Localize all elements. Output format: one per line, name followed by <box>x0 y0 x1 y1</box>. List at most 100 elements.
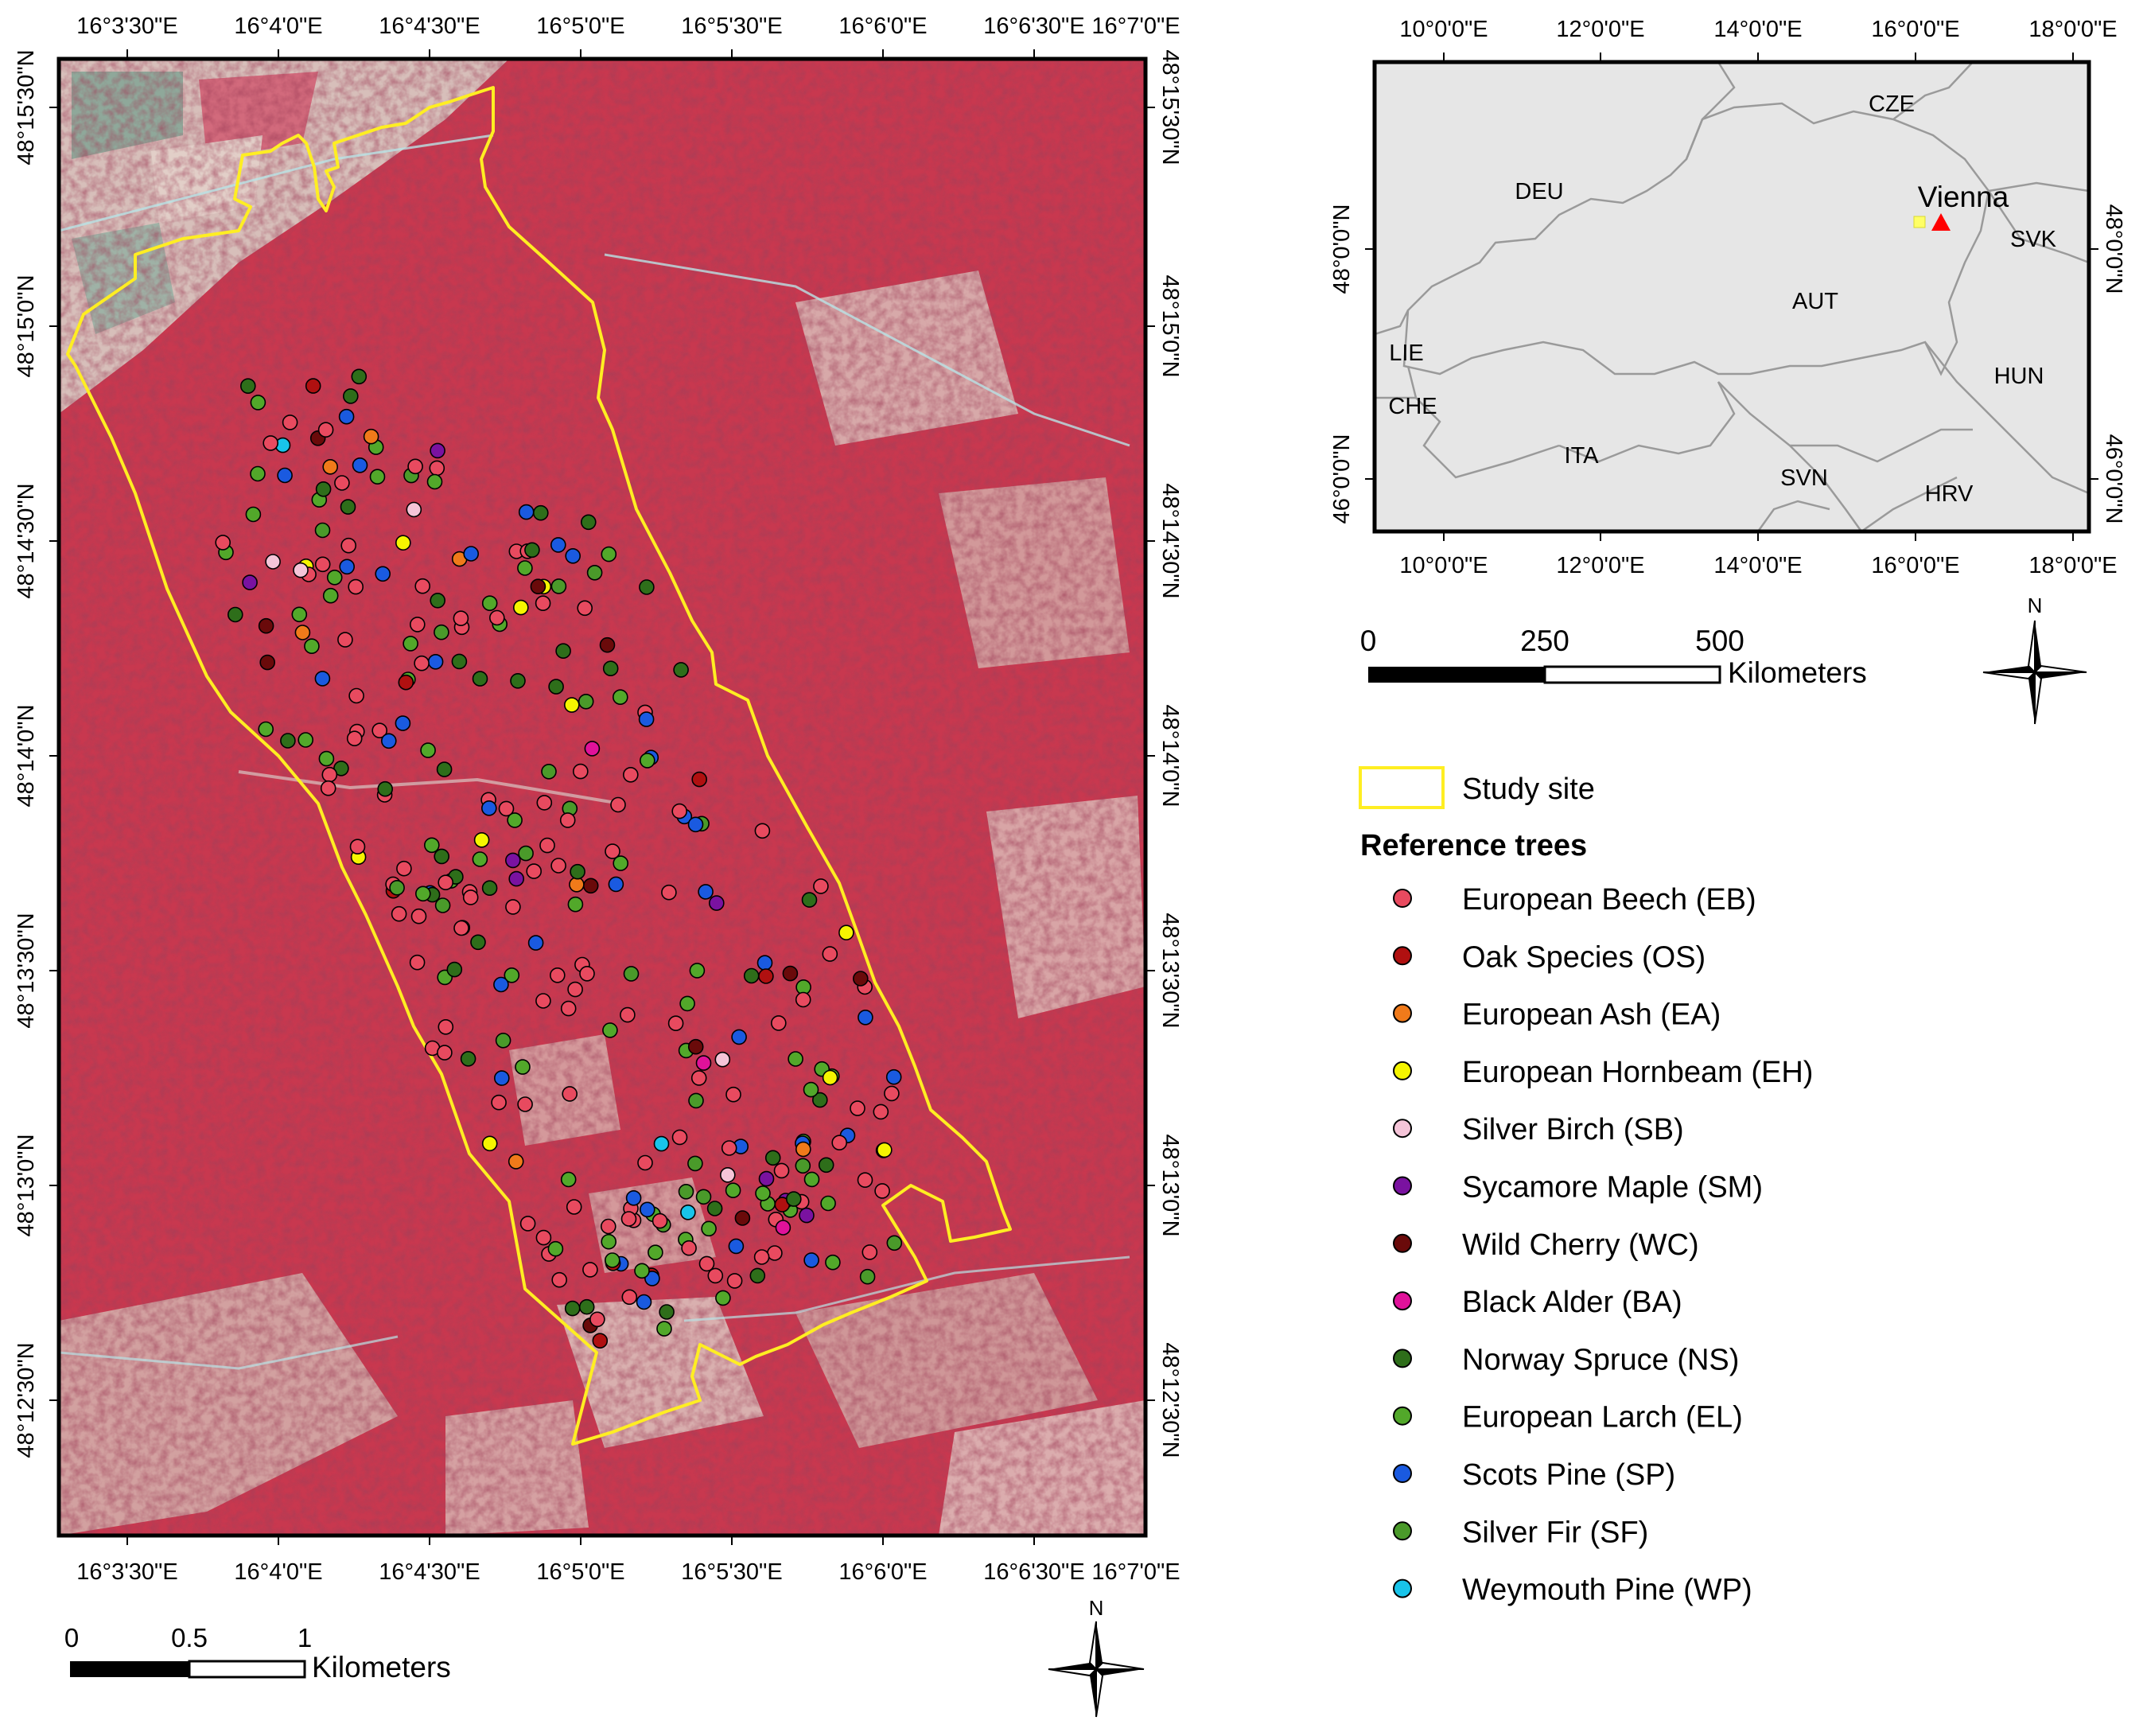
reference-tree-point <box>493 1070 510 1086</box>
inset-lat-label-left: 48°0'0"N <box>1329 204 1355 294</box>
legend-swatch <box>1393 1464 1412 1483</box>
reference-tree-point <box>659 1304 675 1320</box>
lat-label-left: 48°15'0"N <box>14 274 39 377</box>
reference-tree-point <box>321 766 338 783</box>
reference-tree-point <box>695 1055 712 1071</box>
reference-tree-point <box>472 671 488 687</box>
reference-tree-point <box>582 1262 598 1278</box>
legend-label: European Beech (EB) <box>1462 883 1756 917</box>
reference-tree-point <box>625 1190 642 1206</box>
reference-tree-point <box>508 1154 524 1170</box>
reference-tree-point <box>227 606 243 623</box>
reference-tree-point <box>507 812 523 828</box>
reference-tree-point <box>539 837 555 854</box>
reference-tree-point <box>838 924 854 940</box>
inset-lat-label-right: 46°0'0"N <box>2101 434 2126 524</box>
inset-map: CZE DEU SVK AUT LIE CHE HUN ITA SVN HRV … <box>1329 17 2126 725</box>
reference-tree-point <box>510 672 526 689</box>
reference-tree-point <box>463 546 480 562</box>
reference-tree-point <box>548 679 564 695</box>
reference-tree-point <box>690 1070 707 1086</box>
country-label: HUN <box>1994 364 2044 389</box>
reference-tree-point <box>731 1029 747 1045</box>
reference-tree-point <box>698 884 714 900</box>
lat-label-left: 48°15'30"N <box>14 49 39 165</box>
reference-tree-point <box>250 465 266 482</box>
reference-tree-point <box>608 876 624 893</box>
reference-tree-point <box>438 1019 454 1035</box>
lon-label-top: 16°6'0"E <box>838 14 927 39</box>
reference-tree-point <box>395 535 411 551</box>
inset-scale-bar: 0 250 500 Kilometers <box>1360 625 1867 689</box>
reference-tree-point <box>541 763 557 780</box>
main-map-top-axis: 16°3'30"E 16°4'0"E 16°4'30"E 16°5'0"E 16… <box>76 14 1180 59</box>
reference-tree-point <box>320 780 336 796</box>
reference-tree-point <box>530 578 546 595</box>
legend-swatch <box>1393 1061 1412 1080</box>
reference-tree-point <box>304 638 320 655</box>
reference-tree-point <box>453 920 469 936</box>
lon-label-top: 16°4'0"E <box>234 14 322 39</box>
reference-tree-point <box>637 1154 653 1171</box>
reference-tree-point <box>648 1244 663 1260</box>
reference-tree-point <box>515 1059 531 1075</box>
reference-tree-point <box>258 617 274 634</box>
reference-tree-point <box>754 823 771 839</box>
reference-tree-point <box>322 458 339 475</box>
reference-tree-point <box>661 884 677 901</box>
reference-tree-point <box>277 467 293 484</box>
reference-tree-point <box>584 741 601 757</box>
legend-swatch <box>1393 1291 1412 1311</box>
scale-tick-label: 250 <box>1520 625 1569 657</box>
country-label: CHE <box>1388 394 1437 419</box>
scale-tick-label: 500 <box>1695 625 1744 657</box>
lat-label-left: 48°13'30"N <box>14 913 39 1028</box>
reference-tree-point <box>566 1199 582 1215</box>
reference-tree-point <box>564 1300 581 1317</box>
inset-bottom-axis: 10°0'0"E 12°0'0"E 14°0'0"E 16°0'0"E 18°0… <box>1399 531 2118 578</box>
legend-label: European Larch (EL) <box>1462 1401 1743 1434</box>
reference-tree-point <box>498 800 515 817</box>
inset-lat-label-left: 46°0'0"N <box>1329 434 1355 524</box>
reference-tree-point <box>714 1051 731 1068</box>
reference-tree-point <box>547 1240 564 1257</box>
reference-tree-point <box>291 606 308 623</box>
reference-tree-point <box>560 1000 577 1017</box>
reference-tree-point <box>858 1010 873 1026</box>
reference-tree-point <box>371 722 388 739</box>
lon-label-bottom: 16°6'30"E <box>983 1559 1084 1585</box>
reference-tree-point <box>803 1171 820 1188</box>
reference-tree-point <box>803 1252 819 1268</box>
lat-label-right: 48°15'0"N <box>1157 274 1183 377</box>
reference-tree-point <box>351 368 368 385</box>
reference-tree-point <box>799 1207 815 1224</box>
inset-lon-label-bottom: 16°0'0"E <box>1871 553 1959 578</box>
reference-tree-point <box>437 1045 453 1061</box>
inset-lon-label-bottom: 10°0'0"E <box>1399 553 1488 578</box>
reference-tree-point <box>438 874 454 890</box>
reference-tree-point <box>592 1333 609 1349</box>
reference-tree-point <box>795 1158 811 1174</box>
reference-tree-point <box>812 1092 828 1108</box>
reference-tree-point <box>563 697 580 713</box>
inset-side-axes: 48°0'0"N 46°0'0"N 48°0'0"N 46°0'0"N <box>1329 204 2126 524</box>
reference-tree-point <box>638 711 655 727</box>
reference-tree-point <box>885 1068 902 1085</box>
scale-tick-label: 0.5 <box>171 1623 208 1652</box>
legend-swatch <box>1393 1233 1412 1253</box>
inset-lon-label-bottom: 18°0'0"E <box>2028 553 2117 578</box>
country-label: SVN <box>1780 465 1828 491</box>
reference-tree-point <box>570 863 585 880</box>
reference-tree-point <box>245 506 262 523</box>
reference-tree-point <box>572 763 589 780</box>
reference-tree-point <box>605 843 620 859</box>
legend-label: Wild Cherry (WC) <box>1462 1228 1699 1262</box>
reference-tree-point <box>770 1015 787 1031</box>
lon-label-top: 16°5'0"E <box>536 14 624 39</box>
reference-tree-point <box>340 537 357 554</box>
reference-tree-point <box>470 934 486 951</box>
legend-label: Oak Species (OS) <box>1462 940 1706 974</box>
reference-tree-point <box>391 905 407 922</box>
reference-tree-point <box>258 721 274 738</box>
